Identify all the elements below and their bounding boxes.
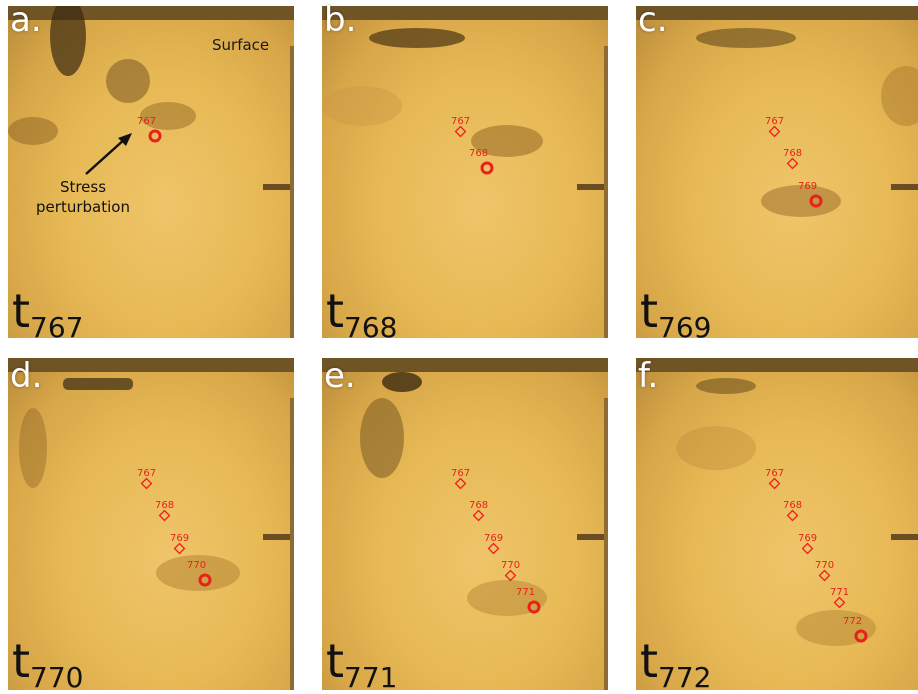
time-base: t <box>326 634 345 688</box>
marker-label: 770 <box>501 560 520 571</box>
panel-letter-d: d. <box>10 356 43 396</box>
panel-letter-a: a. <box>10 0 42 40</box>
time-base: t <box>640 634 659 688</box>
water-tank-frame <box>322 358 608 690</box>
past-position-marker <box>504 569 517 582</box>
marker-label: 769 <box>484 533 503 544</box>
past-position-marker <box>833 596 846 609</box>
past-position-marker <box>140 477 153 490</box>
time-base: t <box>326 284 345 338</box>
time-label-c: t 769 <box>640 288 712 693</box>
panel-f <box>636 358 918 690</box>
current-position-marker <box>480 161 494 175</box>
time-index: 769 <box>658 311 712 344</box>
marker-label: 770 <box>815 560 834 571</box>
panel-d <box>8 358 294 690</box>
panel-letter-f: f. <box>638 356 659 396</box>
marker-label: 767 <box>451 468 470 479</box>
marker-label: 771 <box>830 587 849 598</box>
water-tank-frame <box>8 358 294 690</box>
marker-label: 769 <box>798 181 817 192</box>
marker-label: 767 <box>765 116 784 127</box>
current-position-marker <box>854 629 868 643</box>
stress-perturbation-label: Stress perturbation <box>28 178 138 217</box>
marker-label: 767 <box>451 116 470 127</box>
stress-label-line1: Stress <box>59 178 107 196</box>
time-label-d: t770 <box>12 638 84 693</box>
time-index: 768 <box>344 311 398 344</box>
marker-label: 769 <box>170 533 189 544</box>
past-position-marker <box>454 477 467 490</box>
past-position-marker <box>786 157 799 170</box>
marker-label: 768 <box>155 500 174 511</box>
panel-b <box>322 6 608 338</box>
past-position-marker <box>768 477 781 490</box>
time-base: t <box>12 634 31 688</box>
time-base: t <box>12 284 31 338</box>
panel-e <box>322 358 608 690</box>
past-position-marker <box>801 542 814 555</box>
time-index: 770 <box>30 661 84 694</box>
time-label-a: t 767 <box>12 288 84 693</box>
time-base: t <box>640 284 659 338</box>
past-position-marker <box>454 125 467 138</box>
time-index: 772 <box>658 661 712 694</box>
past-position-marker <box>487 542 500 555</box>
marker-label: 770 <box>187 560 206 571</box>
marker-label: 767 <box>137 116 156 127</box>
past-position-marker <box>173 542 186 555</box>
marker-label: 768 <box>783 500 802 511</box>
arrow-icon <box>85 133 132 175</box>
panel-letter-c: c. <box>638 0 668 40</box>
marker-label: 769 <box>798 533 817 544</box>
marker-label: 768 <box>469 500 488 511</box>
current-position-marker <box>198 573 212 587</box>
past-position-marker <box>768 125 781 138</box>
panel-letter-b: b. <box>324 0 357 40</box>
time-index: 767 <box>30 311 84 344</box>
panel-letter-e: e. <box>324 356 356 396</box>
current-position-marker <box>148 129 162 143</box>
surface-label: Surface <box>212 36 270 54</box>
time-label-f: t772 <box>640 638 712 693</box>
time-label-b: t 768 <box>326 288 398 693</box>
marker-label: 768 <box>783 148 802 159</box>
current-position-marker <box>809 194 823 208</box>
stress-label-line2: perturbation <box>36 197 130 216</box>
current-position-marker <box>527 600 541 614</box>
time-label-e: t771 <box>326 638 398 693</box>
marker-label: 772 <box>843 616 862 627</box>
marker-label: 771 <box>516 587 535 598</box>
past-position-marker <box>158 509 171 522</box>
marker-label: 767 <box>765 468 784 479</box>
water-tank-frame <box>636 358 918 646</box>
panel-a <box>8 6 294 338</box>
past-position-marker <box>472 509 485 522</box>
marker-label: 767 <box>137 468 156 479</box>
water-tank-frame <box>636 6 918 217</box>
panel-c <box>636 6 918 338</box>
water-tank-frame <box>8 6 294 338</box>
time-index: 771 <box>344 661 398 694</box>
water-tank-frame <box>322 6 608 338</box>
marker-label: 768 <box>469 148 488 159</box>
past-position-marker <box>786 509 799 522</box>
past-position-marker <box>818 569 831 582</box>
